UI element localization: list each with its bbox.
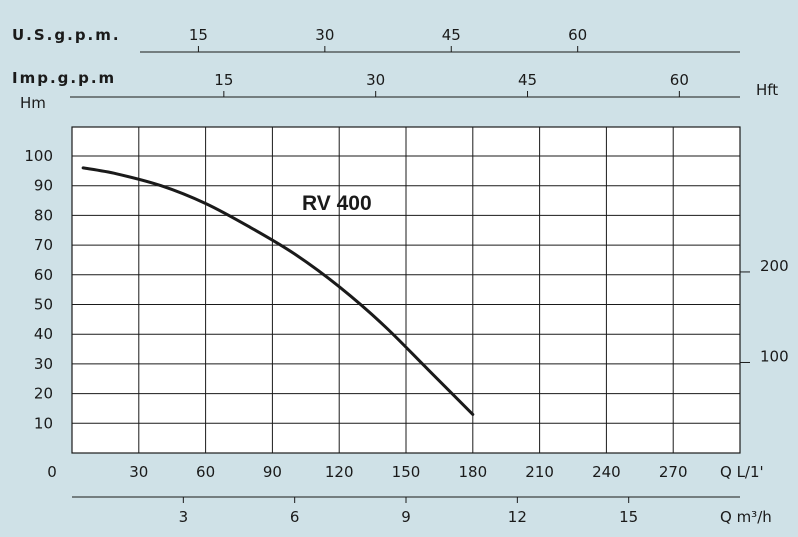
plot-frame	[71, 126, 741, 454]
y-tick-label: 90	[34, 177, 53, 195]
x-tick-label: 270	[659, 463, 688, 481]
y-tick-label: 50	[34, 296, 53, 314]
y-tick-label: 70	[34, 236, 53, 254]
grid	[72, 127, 740, 453]
hft-tick-label: 100	[760, 347, 789, 365]
m3h-axis-label: Q m³/h	[720, 508, 772, 526]
y-tick-label: 100	[24, 147, 53, 165]
imp-gpm-tick-label: 60	[670, 71, 689, 89]
y-tick-label: 60	[34, 266, 53, 284]
series-line	[81, 166, 475, 416]
x-tick-label: 150	[392, 463, 421, 481]
m3h-tick-label: 6	[290, 508, 300, 526]
y-axis-label: Hm	[20, 94, 46, 112]
axis-labels: 0 30 60 90 120 150 180 210 240 270 Q L/1' 10 20 30 40 5…	[20, 94, 764, 481]
m3h-tick-label: 12	[508, 508, 527, 526]
x-tick-label: 210	[525, 463, 554, 481]
us-gpm-tick-label: 45	[442, 26, 461, 44]
x-tick-label: 30	[129, 463, 148, 481]
x-tick-label: 120	[325, 463, 354, 481]
hft-tick-label: 200	[760, 257, 789, 275]
m3h-tick-label: 15	[619, 508, 638, 526]
m3h-tick-label: 9	[401, 508, 411, 526]
series-label: RV 400	[302, 192, 372, 215]
us-gpm-tick-label: 60	[568, 26, 587, 44]
x-axis-label: Q L/1'	[720, 463, 764, 481]
us-gpm-tick-label: 30	[315, 26, 334, 44]
x-tick-label: 90	[263, 463, 282, 481]
y-tick-label: 80	[34, 206, 53, 224]
imp-gpm-axis-label: Imp.g.p.m	[12, 69, 116, 87]
y-tick-label: 10	[34, 414, 53, 432]
x-tick-label: 240	[592, 463, 621, 481]
y-tick-label: 40	[34, 325, 53, 343]
hft-axis-label: Hft	[756, 81, 778, 99]
x-tick-label: 60	[196, 463, 215, 481]
y-tick-label: 30	[34, 355, 53, 373]
imp-gpm-tick-label: 45	[518, 71, 537, 89]
us-gpm-tick-label: 15	[189, 26, 208, 44]
imp-gpm-tick-label: 30	[366, 71, 385, 89]
imp-gpm-tick-label: 15	[214, 71, 233, 89]
x-tick-label: 180	[458, 463, 487, 481]
us-gpm-axis-label: U.S.g.p.m.	[12, 26, 121, 44]
m3h-tick-label: 3	[179, 508, 189, 526]
y-tick-label: 20	[34, 385, 53, 403]
x-tick-label: 0	[47, 463, 57, 481]
